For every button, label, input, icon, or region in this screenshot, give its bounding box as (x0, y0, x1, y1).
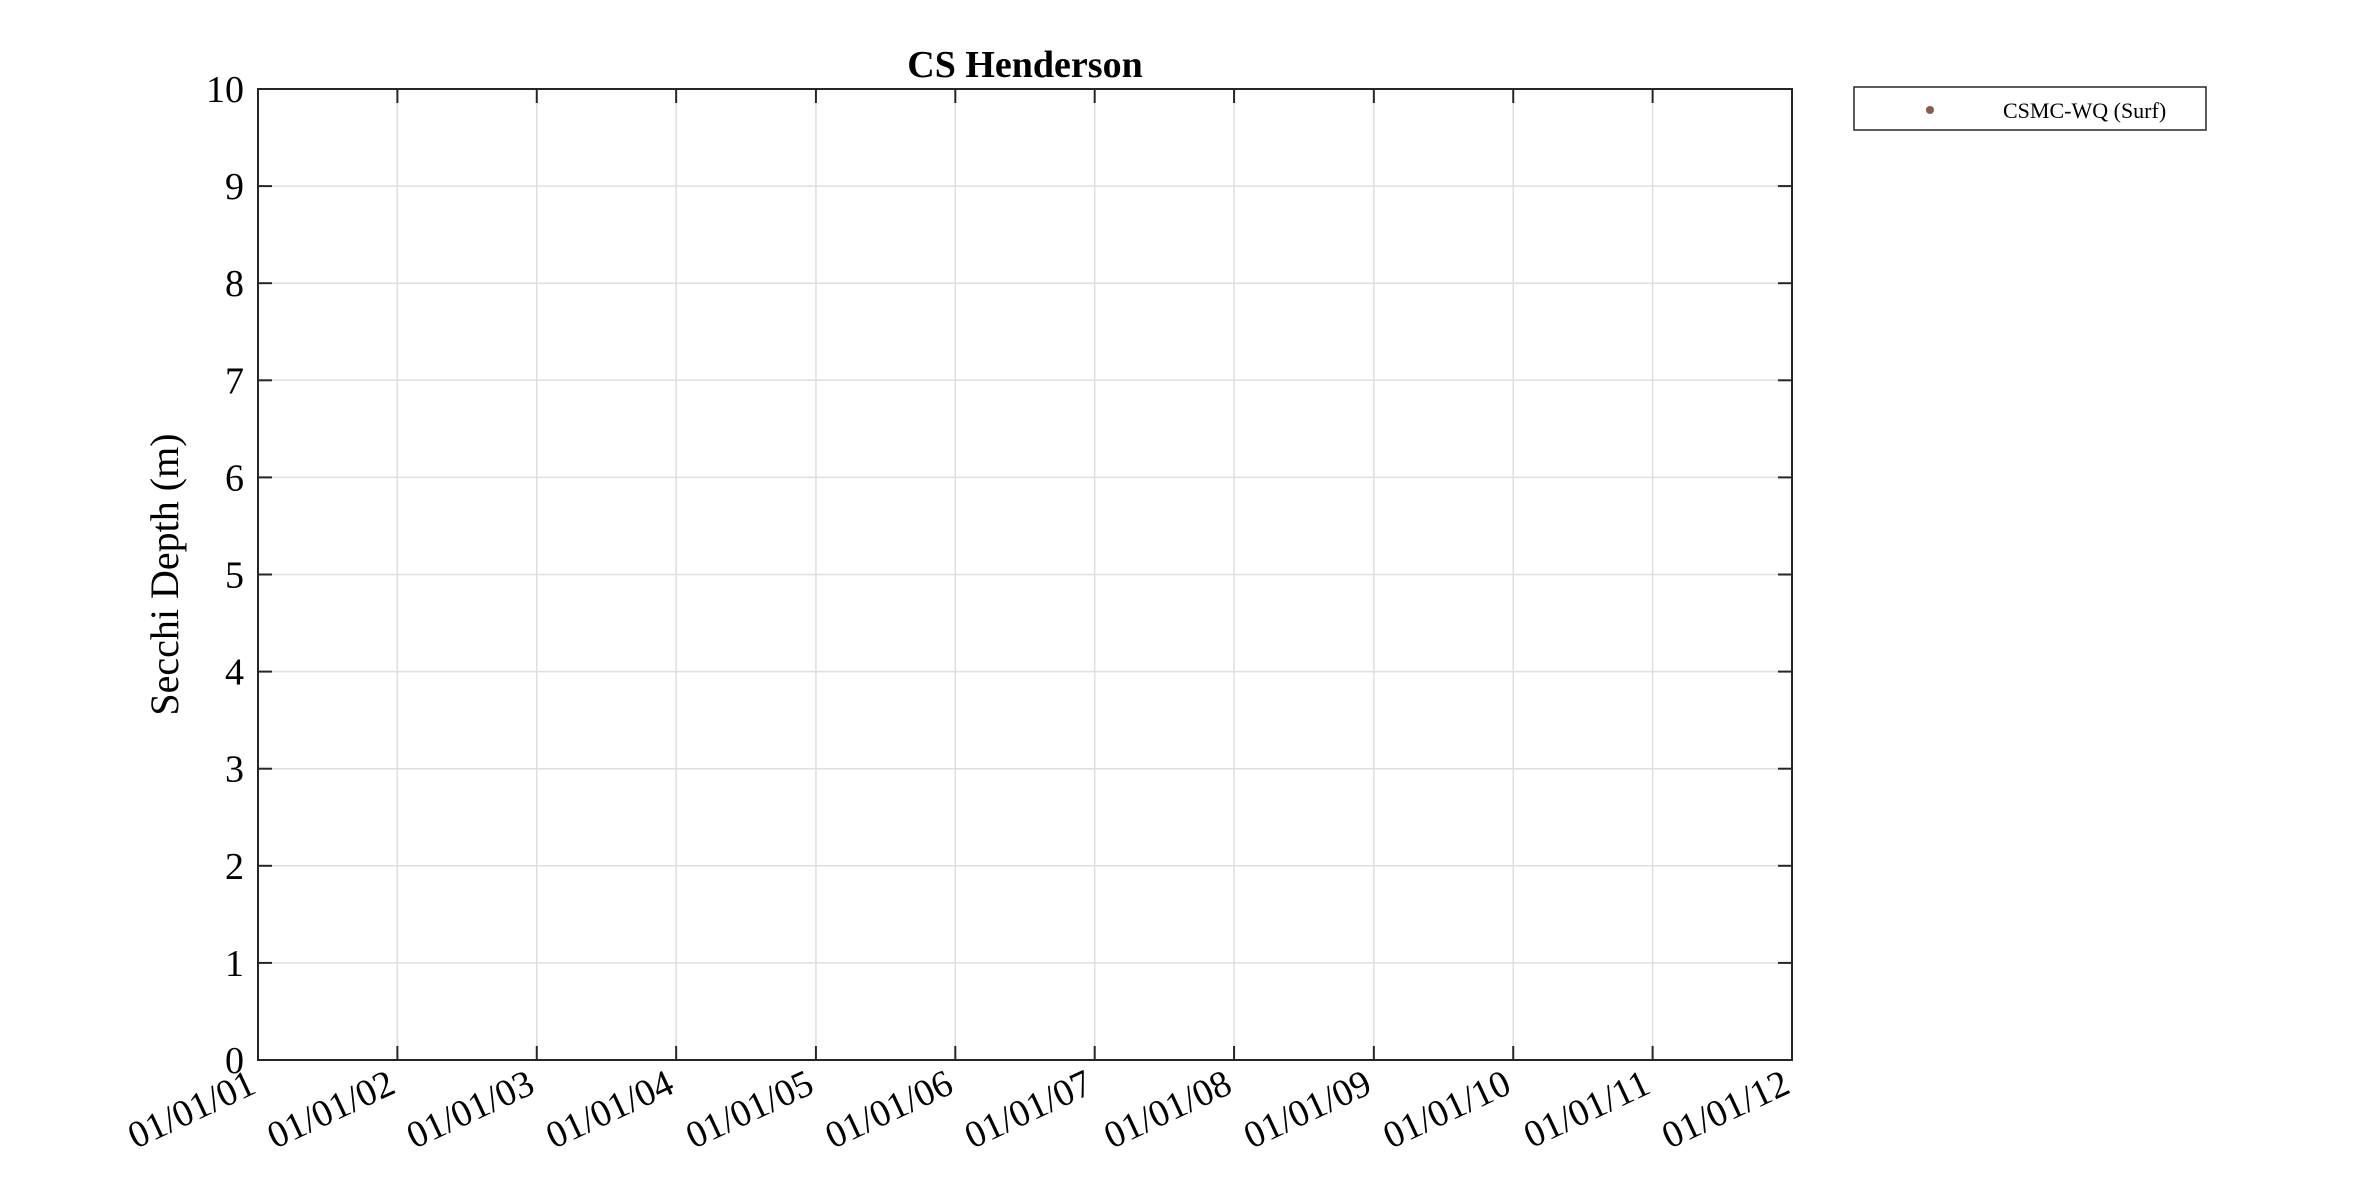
y-tick-label: 9 (225, 166, 244, 208)
legend-label-csmc-wq-surf: CSMC-WQ (Surf) (2003, 98, 2166, 123)
y-tick-label: 2 (225, 846, 244, 888)
tick-marks (257, 88, 1793, 1061)
legend-marker-csmc-wq-surf (1926, 106, 1934, 114)
y-tick-label: 7 (225, 360, 244, 402)
y-tick-label: 10 (206, 69, 244, 111)
grid-lines (258, 89, 1792, 1060)
y-tick-label: 5 (225, 555, 244, 597)
legend: CSMC-WQ (Surf) (1853, 86, 2207, 131)
y-tick-label: 6 (225, 457, 244, 499)
y-tick-label: 3 (225, 749, 244, 791)
legend-box (1853, 86, 2207, 131)
y-axis-label: Secchi Depth (m) (142, 433, 187, 715)
chart-title: CS Henderson (907, 44, 1142, 86)
y-tick-label: 1 (225, 943, 244, 985)
y-tick-label: 8 (225, 263, 244, 305)
y-tick-label: 4 (225, 652, 244, 694)
y-tick-labels: 0 1 2 3 4 5 6 7 8 9 10 (206, 69, 244, 1082)
y-tick-label: 0 (225, 1040, 244, 1082)
